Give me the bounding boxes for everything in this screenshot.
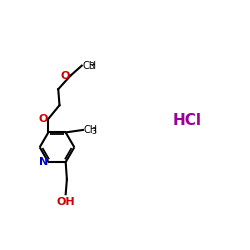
- Text: N: N: [39, 157, 48, 167]
- Text: CH: CH: [82, 61, 96, 71]
- Text: O: O: [61, 70, 70, 81]
- Text: OH: OH: [56, 197, 75, 207]
- Text: CH: CH: [84, 125, 98, 135]
- Text: O: O: [38, 114, 48, 124]
- Text: 3: 3: [91, 127, 96, 136]
- Text: HCl: HCl: [172, 112, 201, 128]
- Text: 3: 3: [90, 62, 95, 72]
